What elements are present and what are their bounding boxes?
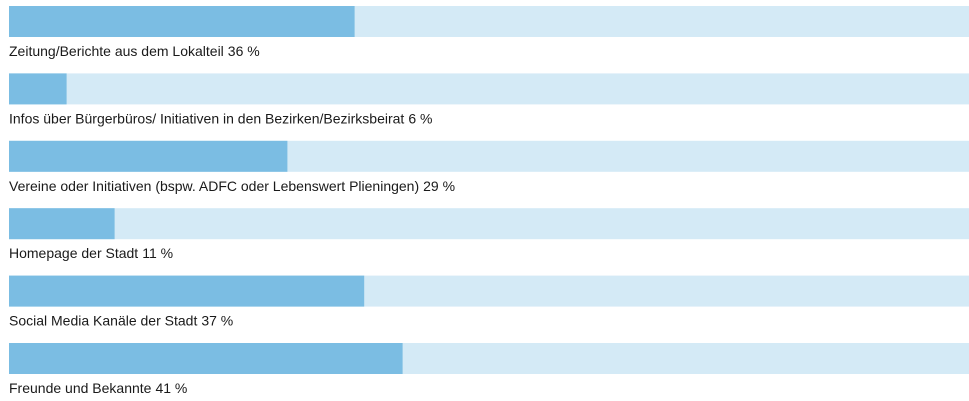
bar (9, 343, 403, 374)
bar-label: Infos über Bürgerbüros/ Initiativen in d… (9, 110, 432, 126)
bar (9, 140, 288, 172)
category-label: Social Media Kanäle der Stadt (9, 312, 197, 328)
bar-label: Zeitung/Berichte aus dem Lokalteil 36 % (9, 43, 260, 59)
bar (9, 6, 355, 37)
bar-label: Vereine oder Initiativen (bspw. ADFC ode… (9, 178, 455, 194)
value-label: 36 % (228, 43, 260, 59)
value-label: 29 % (423, 178, 455, 194)
category-label: Vereine oder Initiativen (bspw. ADFC ode… (9, 178, 419, 194)
category-label: Freunde und Bekannte (9, 380, 152, 396)
bar-label: Freunde und Bekannte 41 % (9, 380, 187, 396)
value-label: 41 % (155, 380, 187, 396)
bar-label: Homepage der Stadt 11 % (9, 245, 173, 261)
bar-track (9, 208, 969, 240)
bar (9, 208, 115, 240)
bar (9, 275, 365, 307)
bar-label: Social Media Kanäle der Stadt 37 % (9, 312, 233, 328)
category-label: Infos über Bürgerbüros/ Initiativen in d… (9, 110, 404, 126)
bar-track (9, 73, 969, 105)
category-label: Homepage der Stadt (9, 245, 138, 261)
bar (9, 73, 67, 105)
value-label: 6 % (408, 110, 432, 126)
category-label: Zeitung/Berichte aus dem Lokalteil (9, 43, 224, 59)
value-label: 37 % (201, 312, 233, 328)
value-label: 11 % (142, 245, 173, 261)
